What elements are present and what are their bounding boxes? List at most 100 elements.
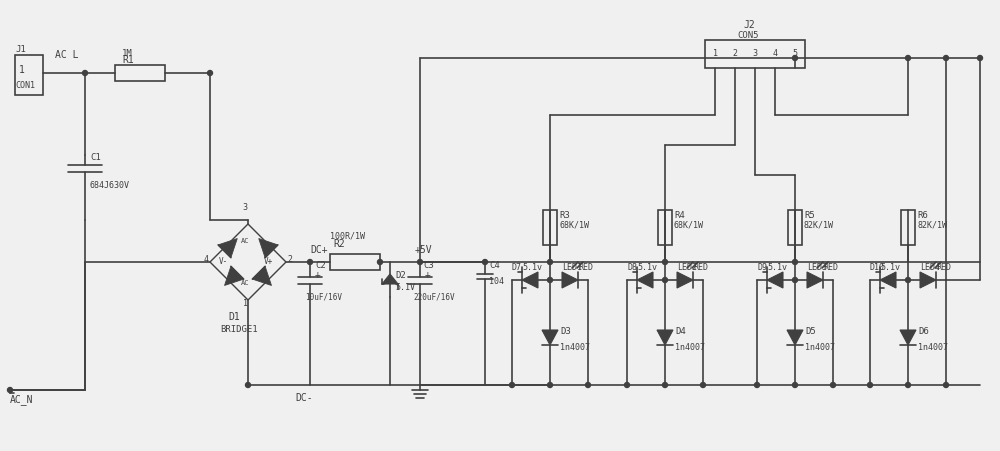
Circle shape [868,382,872,387]
Polygon shape [225,267,244,285]
Text: 5.1v: 5.1v [880,263,900,272]
Text: DC-: DC- [295,393,313,403]
Text: J2: J2 [743,20,755,30]
Text: D6: D6 [918,327,929,336]
Text: C1: C1 [90,153,101,162]
Polygon shape [677,272,693,288]
Circle shape [510,382,514,387]
Text: R4: R4 [674,211,685,220]
Text: RED: RED [578,263,593,272]
Text: 3: 3 [242,202,248,212]
Text: AC L: AC L [55,50,78,60]
Text: R1: R1 [122,55,134,65]
Text: +: + [425,270,431,280]
Text: RED: RED [823,263,838,272]
Circle shape [662,382,668,387]
Polygon shape [259,239,278,258]
Text: D9: D9 [757,263,767,272]
Text: AC: AC [241,280,249,286]
Circle shape [548,277,552,282]
Text: R3: R3 [559,211,570,220]
Circle shape [755,382,760,387]
Text: D4: D4 [675,327,686,336]
Text: 5.1V: 5.1V [395,282,415,291]
Text: 220uF/16V: 220uF/16V [413,293,455,302]
Polygon shape [542,330,558,345]
Text: 82K/1W: 82K/1W [917,221,947,230]
Circle shape [830,382,836,387]
Text: D8: D8 [627,263,637,272]
Text: 100R/1W: 100R/1W [330,231,365,240]
Text: 1: 1 [242,299,248,308]
Circle shape [586,382,590,387]
Polygon shape [382,274,398,284]
Bar [901,210,915,245]
Bar [330,254,380,270]
Text: 5: 5 [792,50,798,59]
Text: V+: V+ [264,258,274,267]
Text: 1: 1 [19,65,25,75]
Circle shape [548,382,552,387]
Text: D5: D5 [805,327,816,336]
Polygon shape [920,272,936,288]
Circle shape [906,277,910,282]
Text: 4: 4 [204,254,208,263]
Text: 4: 4 [772,50,778,59]
Text: 68K/1W: 68K/1W [559,221,589,230]
Polygon shape [787,330,803,345]
Text: LED3: LED3 [807,263,827,272]
Text: 82K/1W: 82K/1W [804,221,834,230]
Text: 5.1v: 5.1v [637,263,657,272]
Bar [788,210,802,245]
Text: R2: R2 [333,239,345,249]
Text: D3: D3 [560,327,571,336]
Text: RED: RED [693,263,708,272]
Circle shape [246,382,250,387]
Text: 1n4007: 1n4007 [560,344,590,353]
Text: C4: C4 [489,262,500,271]
Polygon shape [637,272,653,288]
Text: 684J630V: 684J630V [90,180,130,189]
Text: 1n4007: 1n4007 [675,344,705,353]
Text: 104: 104 [489,277,504,286]
Polygon shape [900,330,916,345]
Text: LED2: LED2 [677,263,697,272]
Text: 5.1v: 5.1v [767,263,787,272]
Text: C3: C3 [423,262,434,271]
Text: 1n4007: 1n4007 [805,344,835,353]
Polygon shape [767,272,783,288]
Text: RED: RED [936,263,951,272]
Circle shape [482,259,488,264]
Text: R5: R5 [804,211,815,220]
Polygon shape [880,272,896,288]
Circle shape [378,259,382,264]
Polygon shape [218,239,237,258]
Text: LED4: LED4 [920,263,940,272]
Text: 5.1v: 5.1v [522,263,542,272]
Polygon shape [657,330,673,345]
Bar [705,40,805,68]
Text: D10: D10 [870,263,885,272]
Text: 1M: 1M [122,49,133,57]
Circle shape [662,277,668,282]
Text: C2: C2 [315,262,326,271]
Text: +: + [315,270,321,280]
Text: J1: J1 [15,46,26,55]
Text: CON5: CON5 [737,31,759,40]
Polygon shape [252,267,271,285]
Bar [115,65,165,81]
Circle shape [308,259,312,264]
Circle shape [944,382,948,387]
Circle shape [8,387,12,392]
Circle shape [548,259,552,264]
Text: AC_N: AC_N [10,395,34,405]
Circle shape [792,259,798,264]
Circle shape [906,382,910,387]
Text: 2: 2 [288,254,292,263]
Circle shape [978,55,982,60]
Text: R6: R6 [917,211,928,220]
Text: D1: D1 [228,312,240,322]
Text: 3: 3 [753,50,758,59]
Circle shape [418,259,422,264]
Bar [543,210,557,245]
